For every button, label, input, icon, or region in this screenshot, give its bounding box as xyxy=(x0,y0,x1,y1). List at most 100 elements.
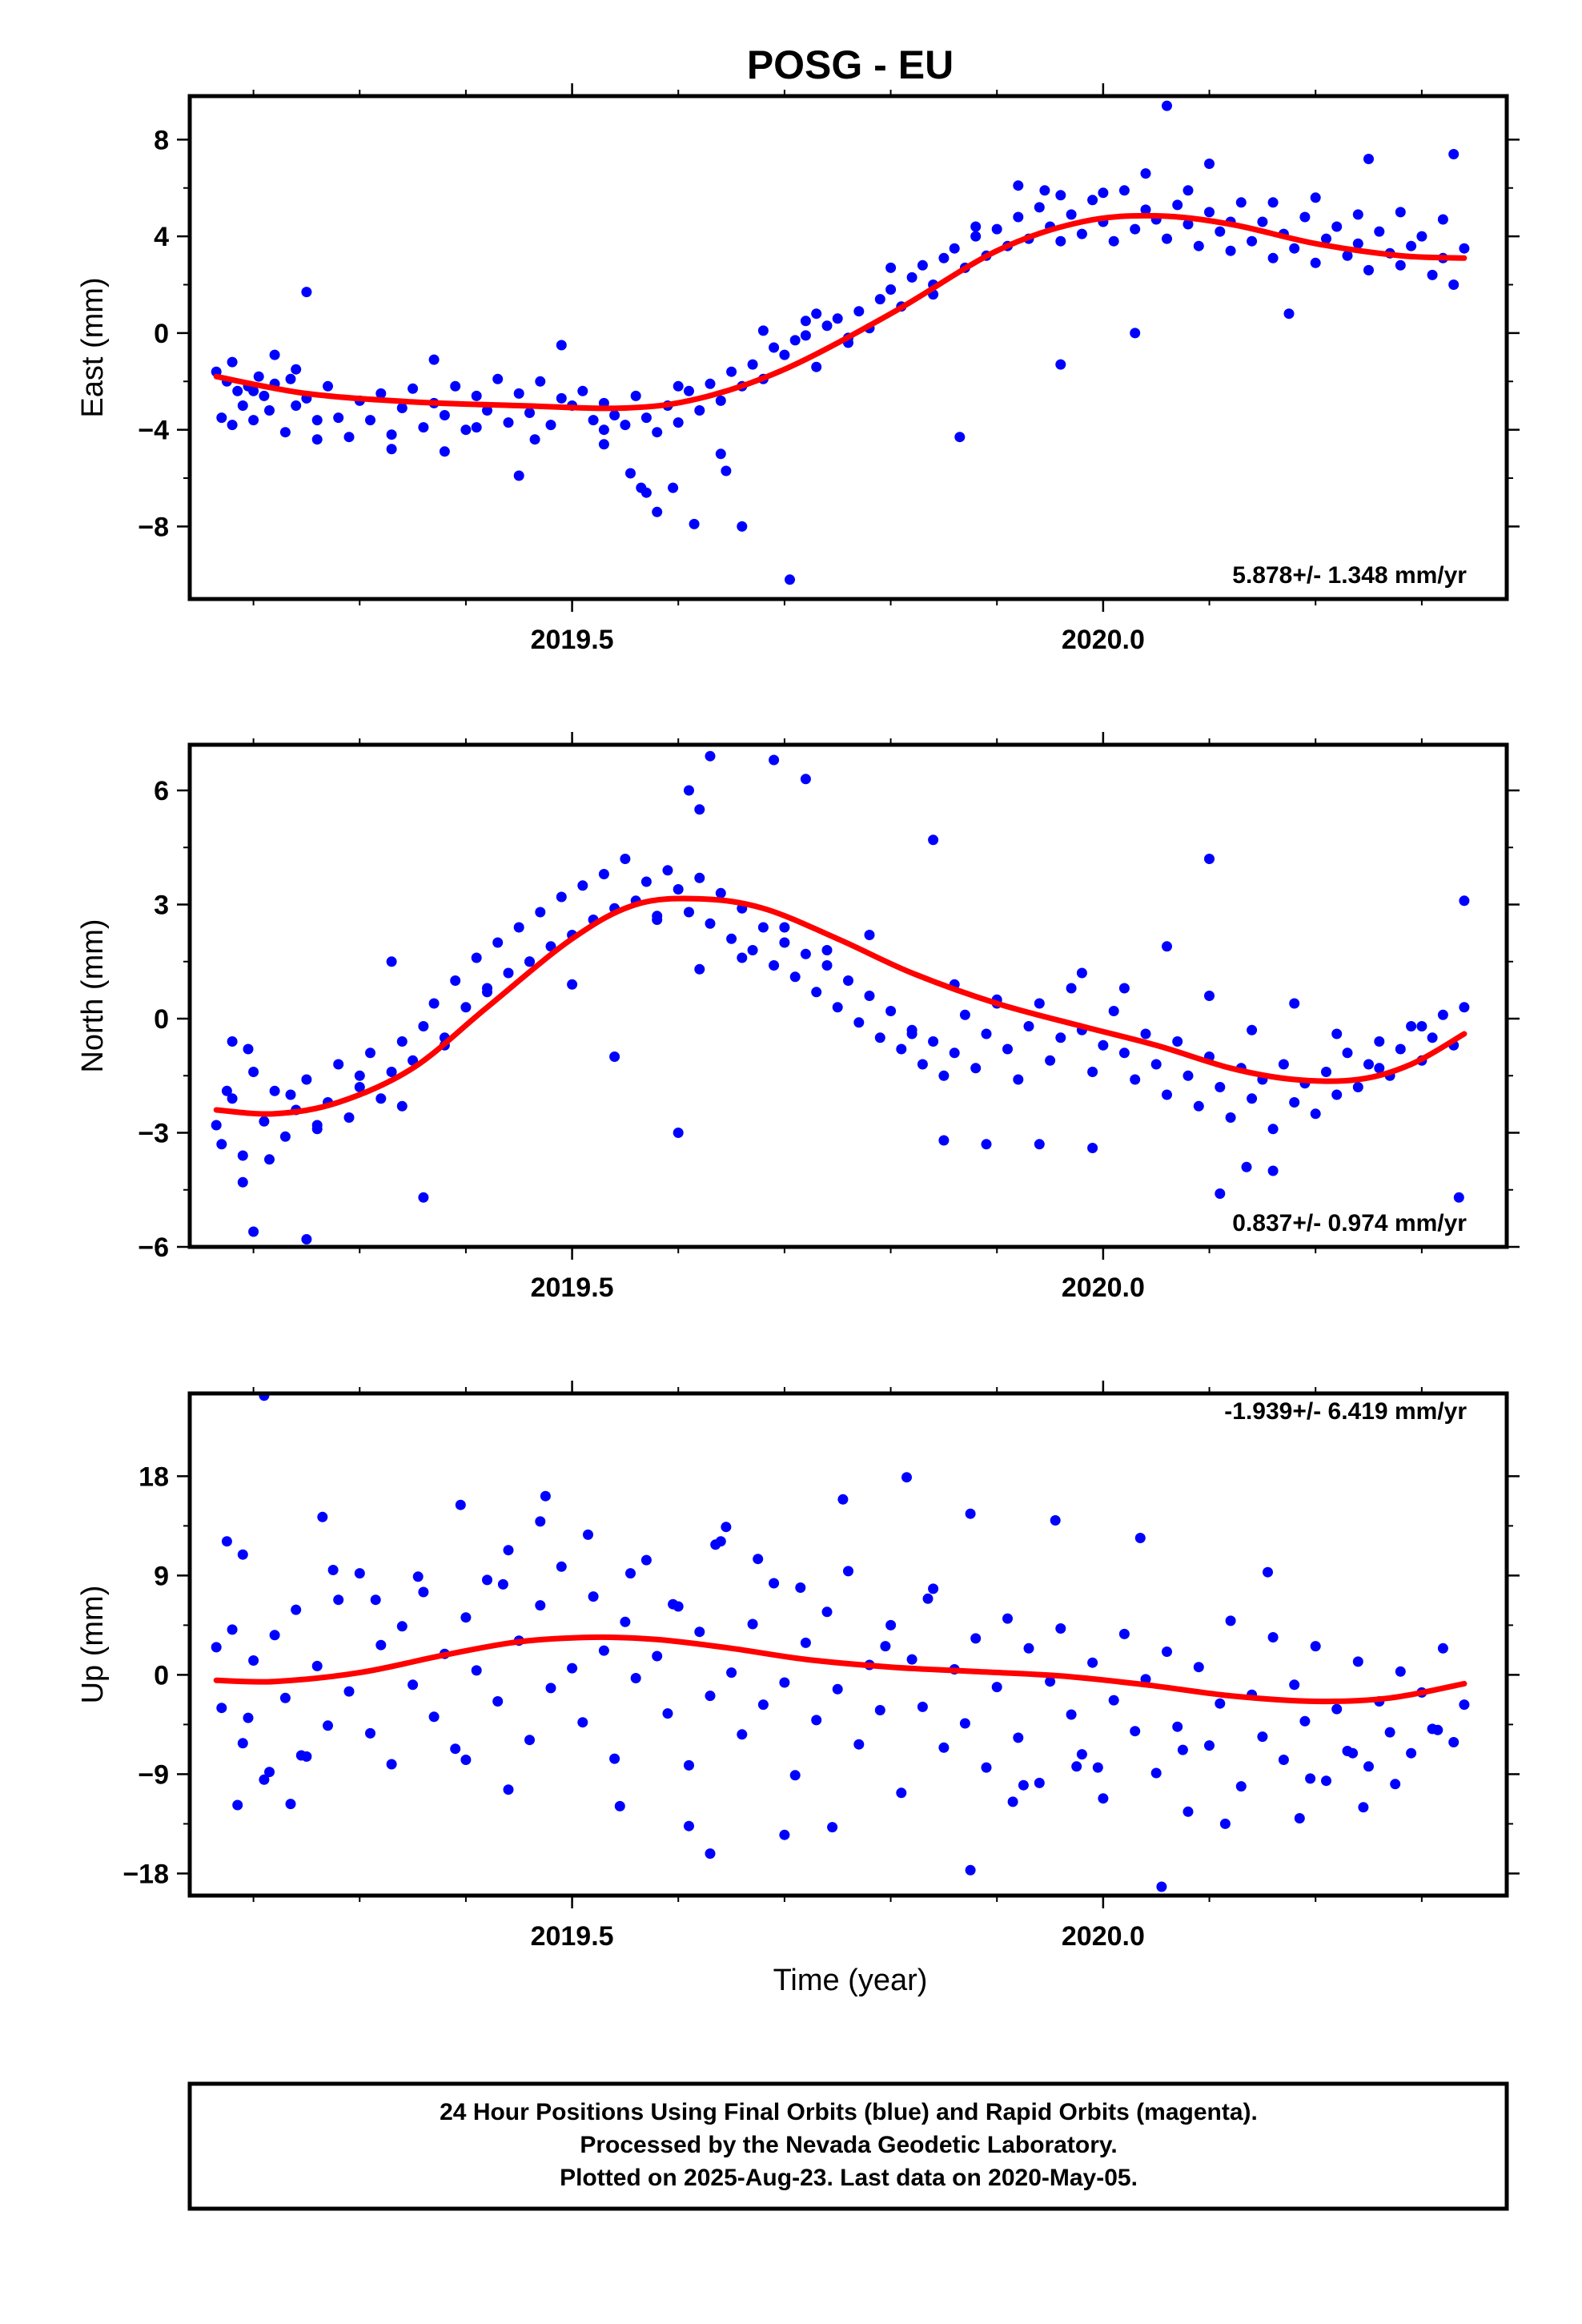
north-point xyxy=(747,945,758,955)
north-point xyxy=(492,937,504,948)
up-point xyxy=(1459,1699,1470,1711)
up-point xyxy=(1406,1747,1417,1759)
north-point xyxy=(928,834,939,846)
footer-line-1: 24 Hour Positions Using Final Orbits (bl… xyxy=(440,2099,1258,2125)
east-point xyxy=(991,223,1002,235)
north-point xyxy=(567,979,578,990)
up-point xyxy=(291,1604,302,1615)
east-point xyxy=(598,439,609,450)
up-point xyxy=(259,1774,270,1785)
north-point xyxy=(1363,1059,1374,1070)
east-point xyxy=(471,422,482,433)
up-point xyxy=(1177,1744,1188,1755)
up-point xyxy=(237,1738,248,1749)
east-point xyxy=(1204,207,1215,218)
east-point xyxy=(333,412,344,424)
north-point xyxy=(694,804,705,815)
up-point xyxy=(535,1516,546,1527)
north-point xyxy=(1427,1032,1438,1043)
east-point xyxy=(630,390,641,401)
north-point xyxy=(221,1085,232,1096)
y-tick-label: 3 xyxy=(154,891,169,921)
north-point xyxy=(259,1116,270,1127)
east-point xyxy=(636,482,647,493)
north-point xyxy=(779,922,790,933)
east-fit-line xyxy=(213,212,1468,412)
east-point xyxy=(396,403,408,413)
up-point xyxy=(1257,0,1267,6)
east-point xyxy=(954,432,966,443)
up-point xyxy=(811,1715,822,1726)
north-point xyxy=(694,963,705,975)
up-point xyxy=(396,1621,408,1632)
up-point xyxy=(497,1578,508,1590)
up-point xyxy=(269,1630,280,1641)
up-point xyxy=(370,1594,381,1606)
north-point xyxy=(396,1036,408,1047)
north-point xyxy=(917,1059,928,1070)
north-point xyxy=(1204,854,1215,864)
up-point xyxy=(1045,1676,1056,1687)
up-point xyxy=(577,1717,588,1728)
east-point xyxy=(513,470,524,481)
up-point xyxy=(1289,1679,1300,1691)
up-point xyxy=(211,1642,222,1653)
north-point xyxy=(471,952,482,963)
footer-line-3: Plotted on 2025-Aug-23. Last data on 202… xyxy=(560,2165,1138,2191)
east-point xyxy=(375,388,387,399)
up-points xyxy=(211,0,1470,1892)
east-point xyxy=(1267,197,1279,208)
north-point xyxy=(311,1120,323,1131)
up-point xyxy=(901,1472,912,1483)
north-point xyxy=(1150,1059,1162,1070)
east-point xyxy=(949,243,960,254)
east-point xyxy=(1066,209,1077,220)
north-point xyxy=(769,960,780,971)
up-point xyxy=(1134,1533,1146,1543)
y-tick-label: 18 xyxy=(139,1462,169,1492)
up-point xyxy=(1358,1802,1369,1813)
north-point xyxy=(959,1009,970,1020)
up-point xyxy=(757,1699,769,1711)
north-point xyxy=(598,869,609,879)
footer-box: 24 Hour Positions Using Final Orbits (bl… xyxy=(187,2081,1509,2211)
east-point xyxy=(1162,233,1172,244)
north-point xyxy=(482,987,492,998)
east-point xyxy=(1437,214,1448,225)
north-point xyxy=(1352,1082,1363,1092)
up-point xyxy=(311,1660,323,1671)
north-point xyxy=(1162,941,1172,952)
up-point xyxy=(885,1619,897,1630)
up-point xyxy=(1050,1515,1061,1526)
east-point xyxy=(1363,154,1374,164)
up-point xyxy=(471,1665,482,1676)
north-point xyxy=(556,891,567,903)
north-point xyxy=(864,991,875,1001)
east-point xyxy=(248,415,259,426)
north-point xyxy=(1140,1028,1151,1039)
up-point xyxy=(460,1612,472,1623)
up-fit-line xyxy=(213,1634,1468,1705)
east-point xyxy=(1310,192,1321,203)
up-point xyxy=(1002,1613,1013,1624)
up-point xyxy=(1162,1647,1172,1657)
x-tick-label: 2020.0 xyxy=(1062,625,1145,655)
east-point xyxy=(1162,100,1172,111)
east-point xyxy=(668,482,679,493)
footer-frame xyxy=(187,2081,1509,2211)
east-point xyxy=(386,429,397,440)
east-point xyxy=(227,420,238,431)
north-point xyxy=(418,1021,429,1031)
east-point xyxy=(556,340,567,351)
up-y-axis-label: Up (mm) xyxy=(76,1586,110,1704)
east-point xyxy=(1182,219,1194,230)
north-point xyxy=(1034,998,1045,1009)
east-point xyxy=(885,262,897,273)
up-point xyxy=(343,1686,355,1697)
north-point xyxy=(981,1028,992,1039)
north-frame xyxy=(187,742,1509,1249)
north-point xyxy=(1459,895,1470,907)
up-point xyxy=(620,1616,631,1627)
north-point xyxy=(673,1128,684,1138)
north-point xyxy=(1098,1039,1109,1051)
